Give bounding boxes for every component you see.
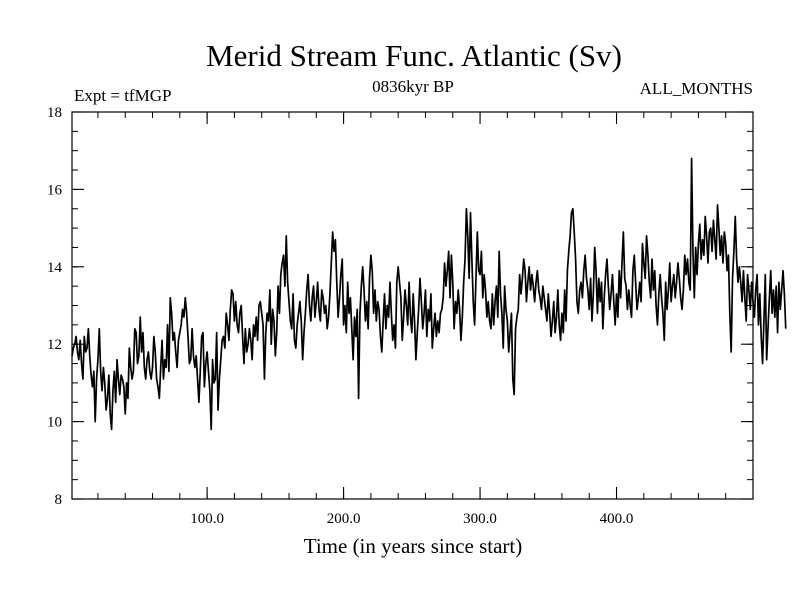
y-tick-label: 12	[47, 337, 62, 353]
y-tick-label: 18	[47, 105, 62, 121]
months-label: ALL_MONTHS	[640, 79, 753, 98]
x-tick-label: 300.0	[463, 511, 497, 527]
series-layer	[71, 157, 787, 431]
x-tick-label: 400.0	[600, 511, 634, 527]
y-tick-label: 10	[47, 415, 62, 431]
y-tick-label: 8	[55, 492, 63, 508]
y-tick-label: 14	[47, 260, 63, 276]
x-tick-label: 100.0	[190, 511, 224, 527]
series-line	[71, 157, 787, 431]
time-period-label: 0836kyr BP	[372, 77, 454, 96]
chart-title: Merid Stream Func. Atlantic (Sv)	[206, 38, 622, 73]
x-axis-label: Time (in years since start)	[304, 534, 523, 558]
experiment-label: Expt = tfMGP	[74, 86, 171, 105]
x-axis: 100.0 200.0 300.0 400.0	[97, 112, 727, 527]
y-axis: 8 10 12 14 16 18	[47, 105, 753, 508]
x-tick-label: 200.0	[327, 511, 361, 527]
y-tick-label: 16	[47, 182, 63, 198]
